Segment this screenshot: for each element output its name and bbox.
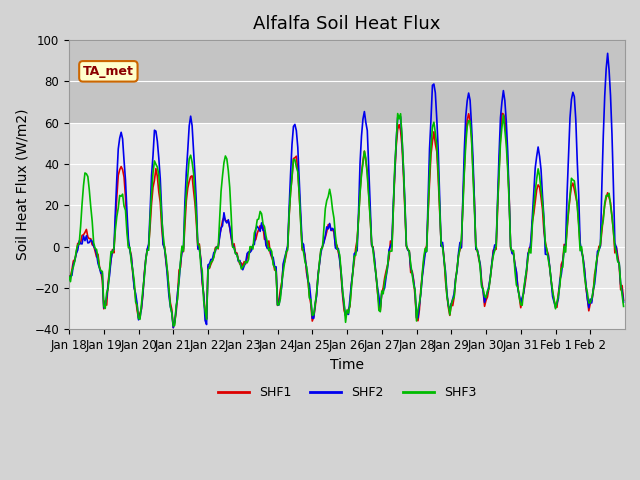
SHF3 [65,274,73,279]
Bar [69,40,625,123]
SHF2 [84,240,92,246]
SHF1 [498,110,506,116]
SHF3 [620,303,627,309]
SHF2 [352,250,360,255]
Line: SHF2: SHF2 [69,53,623,328]
SHF1 [618,283,626,288]
Line: SHF3: SHF3 [69,114,623,326]
SHF2 [604,50,611,56]
SHF3 [101,306,109,312]
SHF3 [394,111,401,117]
X-axis label: Time: Time [330,358,364,372]
SHF1 [462,135,470,141]
SHF1 [546,265,554,271]
SHF3 [546,264,554,270]
SHF2 [65,276,73,282]
SHF1 [101,298,109,304]
SHF1 [84,234,92,240]
SHF2 [101,302,109,308]
SHF3 [463,124,471,130]
SHF1 [620,297,627,303]
Title: Alfalfa Soil Heat Flux: Alfalfa Soil Heat Flux [253,15,441,33]
SHF2 [620,299,627,305]
Y-axis label: Soil Heat Flux (W/m2): Soil Heat Flux (W/m2) [15,109,29,261]
SHF1 [65,273,73,279]
SHF1 [170,325,177,331]
SHF3 [170,323,177,329]
SHF2 [545,252,552,258]
SHF2 [462,114,470,120]
Legend: SHF1, SHF2, SHF3: SHF1, SHF2, SHF3 [213,381,481,404]
SHF2 [618,288,626,294]
SHF1 [352,245,360,251]
SHF3 [352,252,360,258]
Text: TA_met: TA_met [83,65,134,78]
SHF2 [170,325,177,331]
SHF3 [84,174,92,180]
SHF3 [618,292,626,298]
Line: SHF1: SHF1 [69,113,623,328]
